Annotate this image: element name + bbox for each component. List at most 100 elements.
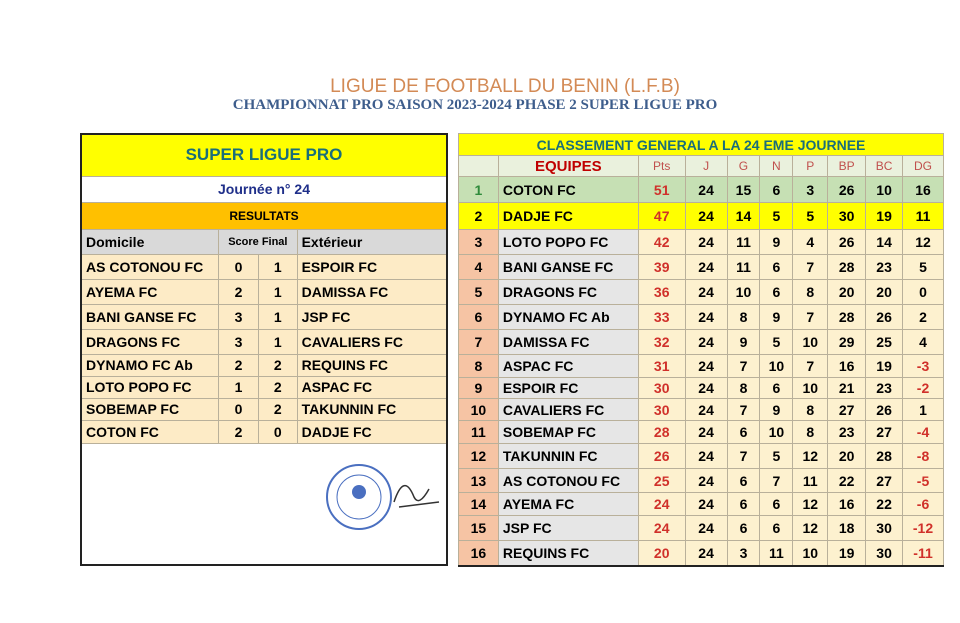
team-name: CAVALIERS FC [497, 398, 639, 421]
goals-for: 20 [827, 443, 867, 469]
goals-for: 19 [827, 540, 867, 566]
goals-for: 16 [827, 354, 867, 378]
drawn: 6 [759, 176, 794, 203]
goals-for: 16 [827, 492, 867, 516]
away-team: DADJE FC [296, 419, 448, 444]
team-name: REQUINS FC [497, 540, 639, 566]
team-name: SOBEMAP FC [497, 420, 639, 444]
points: 26 [637, 443, 686, 469]
match-row: DYNAMO FC Ab 2 2 REQUINS FC [80, 353, 448, 377]
results-table: SUPER LIGUE PRO Journée n° 24 RESULTATS … [80, 133, 448, 566]
standings-row: 6 DYNAMO FC Ab 33 24 8 9 7 28 26 2 [458, 304, 944, 330]
standings-row: 10 CAVALIERS FC 30 24 7 9 8 27 26 1 [458, 398, 944, 421]
home-team: LOTO POPO FC [80, 375, 220, 399]
won: 7 [726, 354, 761, 378]
goals-for: 21 [827, 377, 867, 399]
league-title: LIGUE DE FOOTBALL DU BENIN (L.F.B) [330, 76, 680, 97]
points: 32 [637, 329, 686, 355]
team-name: AS COTONOU FC [497, 468, 639, 493]
goals-for: 18 [827, 515, 867, 541]
match-row: DRAGONS FC 3 1 CAVALIERS FC [80, 328, 448, 355]
away-score: 2 [257, 375, 298, 399]
goals-for: 28 [827, 254, 867, 280]
goal-diff: -2 [902, 377, 944, 399]
standings-row: 11 SOBEMAP FC 28 24 6 10 8 23 27 -4 [458, 420, 944, 444]
drawn: 10 [759, 420, 794, 444]
rank: 15 [458, 515, 499, 541]
played: 24 [684, 304, 728, 330]
rank: 12 [458, 443, 499, 469]
standings-row: 13 AS COTONOU FC 25 24 6 7 11 22 27 -5 [458, 468, 944, 493]
away-score: 2 [257, 353, 298, 377]
goal-diff: 1 [902, 398, 944, 421]
goals-for: 23 [827, 420, 867, 444]
away-team: TAKUNNIN FC [296, 397, 448, 421]
standings-row: 1 COTON FC 51 24 15 6 3 26 10 16 [458, 176, 944, 203]
goals-for: 28 [827, 304, 867, 330]
rank: 13 [458, 468, 499, 493]
drawn: 11 [759, 540, 794, 566]
won: 11 [726, 229, 761, 255]
away-score: 1 [257, 253, 298, 280]
team-name: DYNAMO FC Ab [497, 304, 639, 330]
lost: 7 [792, 254, 829, 280]
points: 36 [637, 279, 686, 305]
points: 24 [637, 515, 686, 541]
home-score: 1 [218, 375, 259, 399]
drawn: 6 [759, 377, 794, 399]
points: 42 [637, 229, 686, 255]
drawn: 5 [759, 443, 794, 469]
goals-against: 27 [865, 468, 904, 493]
goals-against: 14 [865, 229, 904, 255]
standings-row: 12 TAKUNNIN FC 26 24 7 5 12 20 28 -8 [458, 443, 944, 469]
goals-for: 26 [827, 176, 867, 203]
goal-diff: 16 [902, 176, 944, 203]
home-team: SOBEMAP FC [80, 397, 220, 421]
played: 24 [684, 176, 728, 203]
won: 9 [726, 329, 761, 355]
played: 24 [684, 398, 728, 421]
rank: 7 [458, 329, 499, 355]
col-pts: Pts [637, 155, 686, 177]
away-team: ASPAC FC [296, 375, 448, 399]
rank: 3 [458, 229, 499, 255]
rank: 16 [458, 540, 499, 566]
lost: 12 [792, 492, 829, 516]
col-g: G [726, 155, 761, 177]
drawn: 5 [759, 329, 794, 355]
drawn: 9 [759, 229, 794, 255]
goals-for: 30 [827, 202, 867, 230]
goals-against: 23 [865, 254, 904, 280]
col-equipes: EQUIPES [497, 155, 639, 177]
points: 51 [637, 176, 686, 203]
lost: 10 [792, 540, 829, 566]
goals-against: 20 [865, 279, 904, 305]
lost: 12 [792, 515, 829, 541]
home-score: 2 [218, 419, 259, 444]
points: 24 [637, 492, 686, 516]
played: 24 [684, 443, 728, 469]
rank: 10 [458, 398, 499, 421]
col-n: N [759, 155, 794, 177]
team-name: COTON FC [497, 176, 639, 203]
rank: 9 [458, 377, 499, 399]
rank: 11 [458, 420, 499, 444]
drawn: 7 [759, 468, 794, 493]
standings-row: 15 JSP FC 24 24 6 6 12 18 30 -12 [458, 515, 944, 541]
points: 28 [637, 420, 686, 444]
goals-for: 29 [827, 329, 867, 355]
championship-subtitle: CHAMPIONNAT PRO SAISON 2023-2024 PHASE 2… [232, 97, 718, 113]
drawn: 9 [759, 398, 794, 421]
goals-against: 22 [865, 492, 904, 516]
lost: 12 [792, 443, 829, 469]
points: 47 [637, 202, 686, 230]
goals-against: 23 [865, 377, 904, 399]
goals-against: 30 [865, 515, 904, 541]
points: 39 [637, 254, 686, 280]
standings-row: 9 ESPOIR FC 30 24 8 6 10 21 23 -2 [458, 377, 944, 399]
won: 6 [726, 492, 761, 516]
match-row: COTON FC 2 0 DADJE FC [80, 419, 448, 444]
rank: 14 [458, 492, 499, 516]
drawn: 6 [759, 492, 794, 516]
drawn: 6 [759, 515, 794, 541]
